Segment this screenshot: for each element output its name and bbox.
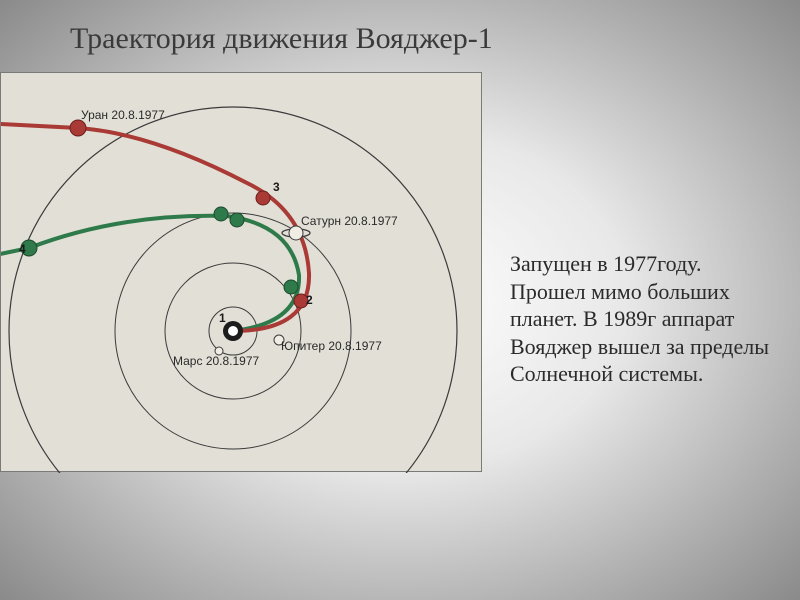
num-2: 2 (306, 293, 313, 307)
page-title: Траектория движения Вояджер-1 (70, 22, 493, 56)
trajectory-green (1, 216, 299, 331)
num-3: 3 (273, 180, 280, 194)
label-jupiter: Юпитер 20.8.1977 (281, 339, 382, 353)
uranus-red (70, 120, 86, 136)
orbit-4 (9, 107, 457, 473)
num-4: 4 (19, 242, 26, 256)
num-1: 1 (219, 311, 226, 325)
trajectory-diagram: Марс 20.8.1977 Юпитер 20.8.1977 Сатурн 2… (0, 72, 482, 472)
label-mars: Марс 20.8.1977 (173, 354, 260, 368)
sun-inner (228, 326, 238, 336)
green-point-2 (284, 280, 298, 294)
green-point-3b (230, 213, 244, 227)
green-point-3a (214, 207, 228, 221)
description-text: Запущен в 1977году. Прошел мимо больших … (510, 250, 780, 388)
red-point-3 (256, 191, 270, 205)
saturn-body (289, 226, 303, 240)
label-saturn: Сатурн 20.8.1977 (301, 214, 398, 228)
label-uranus: Уран 20.8.1977 (81, 108, 165, 122)
